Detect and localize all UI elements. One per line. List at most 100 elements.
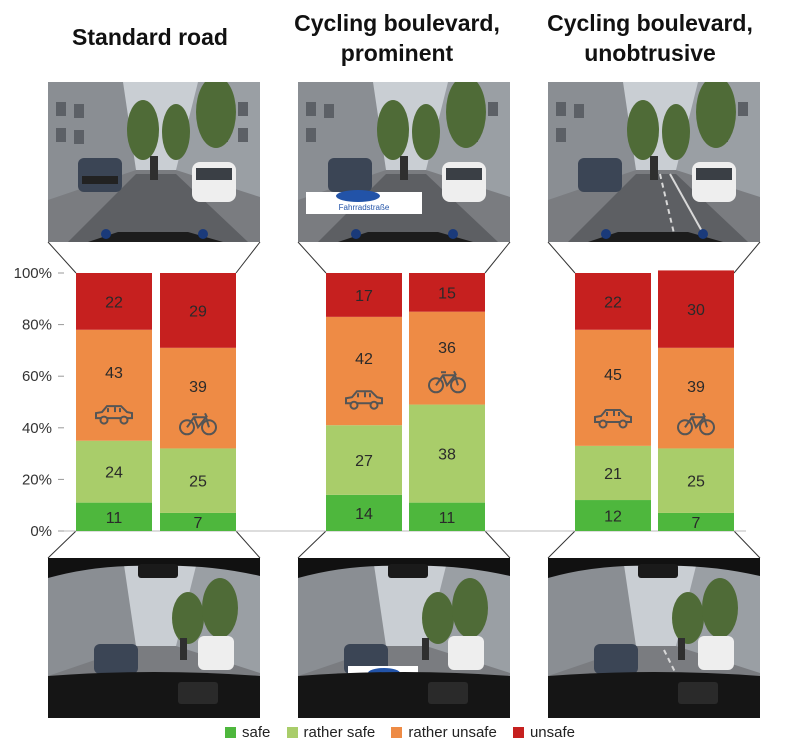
bar-segment-unsafe — [326, 273, 402, 317]
legend-item-unsafe: unsafe — [512, 724, 576, 741]
connector-top-right — [235, 241, 261, 274]
bar-value-label: 21 — [604, 466, 622, 483]
car-icon-wheel — [349, 400, 359, 410]
bar-value-label: 7 — [194, 515, 203, 532]
connector-top-left — [47, 241, 77, 274]
bar-segment-unsafe — [76, 273, 152, 330]
bar-value-label: 11 — [106, 510, 123, 527]
bar-segment-rather-unsafe — [76, 329, 152, 441]
bar-value-label: 38 — [438, 447, 456, 464]
bar-value-label: 39 — [687, 379, 705, 396]
connector-bottom-right — [733, 530, 761, 559]
bar-stack-cycling-boulevard-prominent-bike: 11 38 36 15 — [409, 273, 485, 531]
bicycle-icon-wheel — [677, 419, 693, 436]
y-tick-label: 80% — [22, 317, 52, 334]
bicycle-icon-wheel — [699, 419, 715, 436]
bar-value-label: 30 — [687, 302, 705, 319]
connector-bottom-right — [235, 530, 261, 559]
bicycle-icon — [677, 412, 715, 436]
y-tick-label: 40% — [22, 420, 52, 437]
bar-segment-safe — [575, 500, 651, 531]
bicycle-icon-frame — [186, 412, 210, 430]
bar-value-label: 43 — [105, 365, 123, 382]
connector-top-left — [297, 241, 327, 274]
photo-bike-prominent: Fahrradstraße — [298, 82, 510, 242]
car-icon-wheel — [618, 419, 628, 429]
car-icon-body — [594, 408, 632, 423]
legend-label-unsafe: unsafe — [529, 724, 576, 741]
legend-label-safe: safe — [241, 724, 271, 741]
connector-top-left — [547, 241, 576, 274]
car-icon-windows — [107, 407, 121, 413]
bar-segment-rather-unsafe — [575, 329, 651, 446]
y-tick-label: 100% — [14, 265, 52, 282]
bar-segment-safe — [76, 502, 152, 531]
bar-segment-unsafe — [409, 273, 485, 312]
bar-value-label: 42 — [355, 351, 373, 368]
photo-connector-lines — [47, 241, 761, 559]
bar-segment-safe — [326, 494, 402, 531]
fahrradstrasse-marking-text: Fahrradstraße — [339, 203, 390, 212]
car-icon-wheel — [369, 400, 379, 410]
bar-value-label: 12 — [604, 509, 622, 526]
bar-value-label: 36 — [438, 340, 456, 357]
bar-value-label: 29 — [189, 303, 207, 320]
y-tick-label: 20% — [22, 471, 52, 488]
bar-segment-unsafe — [575, 273, 651, 330]
bar-segment-rather-safe — [409, 404, 485, 503]
bicycle-icon-wheel — [201, 419, 217, 436]
bar-segment-rather-safe — [160, 448, 236, 513]
legend-item-rather-unsafe: rather unsafe — [391, 724, 497, 741]
bicycle-icon-frame — [684, 412, 708, 430]
legend-item-safe: safe — [224, 724, 271, 741]
connector-top-right — [733, 241, 761, 274]
photo-car-prominent — [298, 558, 510, 718]
car-icon-wheel — [99, 415, 109, 425]
bar-value-label: 27 — [355, 453, 373, 470]
bar-stack-cycling-boulevard-prominent-car: 14 27 42 17 — [326, 273, 402, 531]
legend-swatch-rather-unsafe — [391, 727, 403, 738]
bar-segment-rather-safe — [76, 440, 152, 503]
bar-value-label: 7 — [692, 515, 701, 532]
bicycle-icon — [428, 370, 466, 394]
bar-segment-safe — [409, 502, 485, 531]
bar-stack-standard-road-car: 11 24 43 22 — [76, 273, 152, 531]
bicycle-icon-wheel — [179, 419, 195, 436]
bar-segment-unsafe — [160, 273, 236, 348]
car-icon-body — [345, 390, 383, 405]
bar-segment-rather-safe — [575, 445, 651, 501]
bar-stack-cycling-boulevard-unobtrusive-bike: 7 25 39 30 — [658, 270, 734, 532]
bicycle-icon — [179, 412, 217, 436]
connector-top-right — [484, 241, 511, 274]
bicycle-icon-wheel — [428, 377, 444, 394]
bar-segment-rather-safe — [326, 425, 402, 495]
photo-car-unobtrusive — [548, 558, 760, 718]
car-icon-windows — [357, 392, 371, 398]
legend-swatch-safe — [224, 727, 236, 738]
bar-series: 11 24 43 22 7 25 39 29 14 27 42 17 11 38 36 15 12 21 45 22 7… — [76, 270, 734, 532]
bar-value-label: 11 — [439, 510, 456, 527]
bar-segment-rather-safe — [658, 448, 734, 513]
bar-value-label: 14 — [355, 506, 373, 523]
y-tick-label: 0% — [30, 523, 52, 540]
legend-swatch-unsafe — [512, 727, 524, 738]
y-tick-label: 60% — [22, 368, 52, 385]
bicycle-icon-frame — [435, 370, 459, 388]
bar-value-label: 22 — [105, 294, 123, 311]
bar-stack-cycling-boulevard-unobtrusive-car: 12 21 45 22 — [575, 273, 651, 531]
photo-bike-standard-road — [48, 82, 260, 242]
bar-segment-safe — [160, 512, 236, 531]
connector-bottom-right — [484, 530, 511, 559]
car-icon — [345, 390, 383, 410]
bar-value-label: 39 — [189, 379, 207, 396]
legend-item-rather-safe: rather safe — [286, 724, 375, 741]
bar-value-label: 22 — [604, 294, 622, 311]
panel-title-standard-road: Standard road — [72, 24, 228, 50]
bar-segment-rather-unsafe — [658, 347, 734, 449]
legend-swatch-rather-safe — [286, 727, 298, 738]
bar-value-label: 17 — [355, 288, 373, 305]
car-icon — [95, 405, 133, 425]
connector-bottom-left — [547, 530, 576, 559]
